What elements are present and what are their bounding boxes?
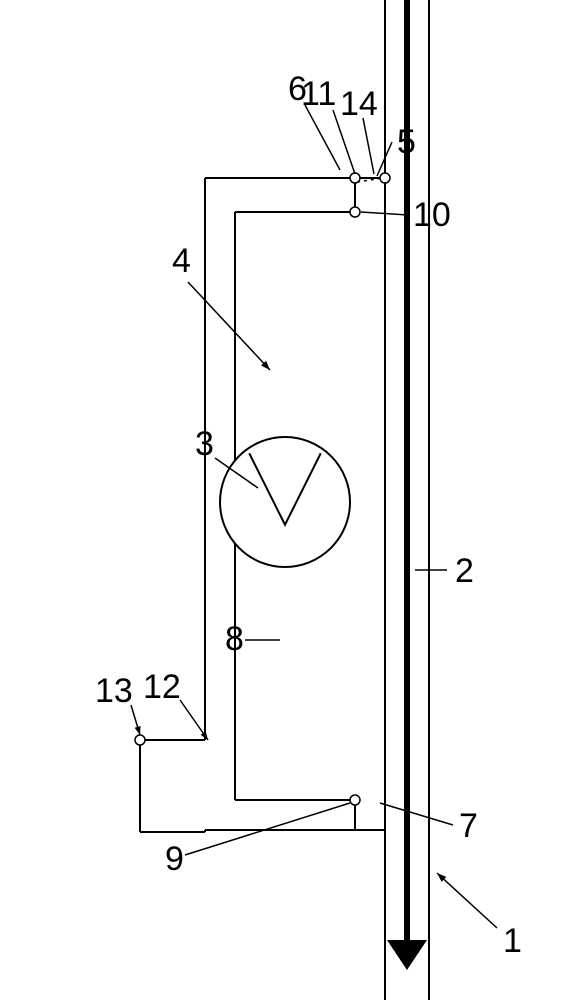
label-3: 3: [195, 425, 214, 463]
label-2: 2: [455, 552, 474, 590]
label-10: 10: [413, 196, 451, 234]
device-circle: [220, 437, 350, 567]
label-14: 14: [340, 85, 378, 123]
label-13: 13: [95, 672, 133, 710]
device-symbol: [220, 437, 350, 567]
label-8: 8: [225, 620, 244, 658]
label-11: 11: [301, 75, 336, 113]
label-12: 12: [143, 668, 181, 706]
node-marker: [380, 173, 390, 183]
label-4: 4: [172, 242, 191, 280]
label-7: 7: [459, 807, 478, 845]
node-marker: [350, 207, 360, 217]
label-9: 9: [165, 840, 184, 878]
node-marker: [350, 795, 360, 805]
label-5: 5: [397, 123, 416, 161]
label-1: 1: [503, 922, 522, 960]
node-marker: [350, 173, 360, 183]
schematic-diagram: 1 2 3 4 5 6 7 8 9 10 11 12 13 14: [0, 0, 571, 1000]
node-marker: [135, 735, 145, 745]
